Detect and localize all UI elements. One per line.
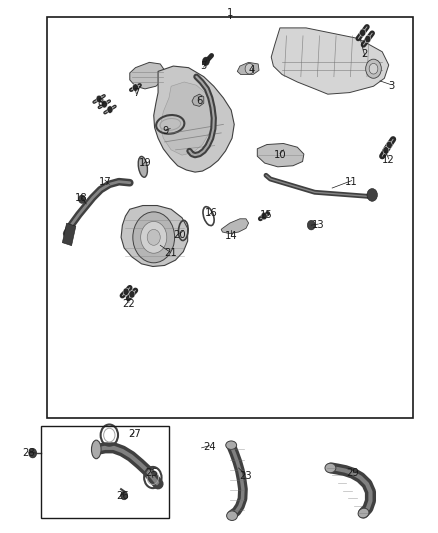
Circle shape [129,290,135,298]
Circle shape [367,189,378,201]
Circle shape [96,95,102,103]
Text: 6: 6 [196,96,203,106]
Circle shape [29,448,37,458]
Ellipse shape [325,463,336,473]
Polygon shape [130,62,165,89]
Circle shape [366,59,381,78]
Text: 13: 13 [312,220,325,230]
Text: 17: 17 [99,176,111,187]
Bar [62,223,76,246]
Text: 22: 22 [123,298,135,309]
Bar [47,17,413,418]
Text: 16: 16 [205,208,218,219]
Text: 2: 2 [362,50,368,59]
Circle shape [133,212,175,263]
Circle shape [101,101,107,108]
Text: 3: 3 [388,81,394,91]
Text: 28: 28 [22,448,35,458]
Ellipse shape [358,508,369,518]
Circle shape [307,220,315,230]
Text: 25: 25 [145,469,158,478]
Circle shape [123,288,129,295]
Text: 9: 9 [162,126,169,136]
Text: 12: 12 [382,156,395,165]
Text: 21: 21 [164,248,177,259]
Text: 18: 18 [75,192,87,203]
Ellipse shape [92,440,101,459]
Polygon shape [237,62,259,75]
Circle shape [132,84,138,91]
Polygon shape [271,28,389,94]
Text: 4: 4 [248,66,255,75]
Text: 7: 7 [133,87,139,98]
Text: 14: 14 [225,231,237,241]
Circle shape [245,63,254,74]
Text: 15: 15 [260,209,272,220]
Polygon shape [257,143,304,167]
Text: 5: 5 [201,61,207,71]
Circle shape [202,57,209,66]
Polygon shape [160,82,214,155]
Text: 27: 27 [128,429,141,439]
Text: 20: 20 [173,230,186,240]
Circle shape [78,195,85,204]
Text: 19: 19 [139,158,152,168]
Text: 24: 24 [203,442,216,452]
Text: 10: 10 [274,150,286,160]
Circle shape [386,141,392,149]
Text: 29: 29 [346,469,360,478]
Ellipse shape [138,156,148,177]
Circle shape [360,29,366,36]
Polygon shape [221,219,249,233]
Ellipse shape [226,511,237,521]
Polygon shape [154,66,234,172]
Text: 23: 23 [239,471,251,481]
Polygon shape [192,94,204,107]
Text: 8: 8 [98,98,104,108]
Circle shape [369,63,378,74]
Circle shape [261,213,267,220]
Text: 26: 26 [116,490,129,500]
Circle shape [147,229,160,245]
Circle shape [365,35,371,43]
Polygon shape [121,206,187,266]
Bar [41,425,169,519]
Text: 1: 1 [227,8,233,18]
Circle shape [383,147,389,154]
Circle shape [141,221,167,253]
Circle shape [107,106,113,114]
Ellipse shape [226,441,237,449]
Text: 11: 11 [346,176,358,187]
Circle shape [120,491,127,500]
